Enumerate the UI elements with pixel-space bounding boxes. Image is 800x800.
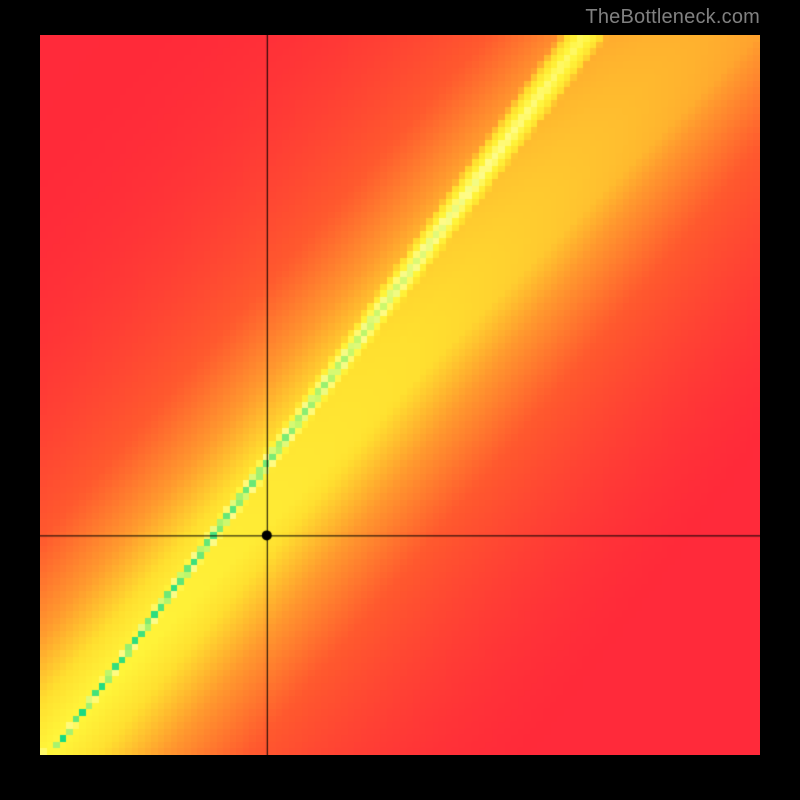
heatmap-plot (40, 35, 760, 755)
watermark-text: TheBottleneck.com (585, 6, 760, 29)
